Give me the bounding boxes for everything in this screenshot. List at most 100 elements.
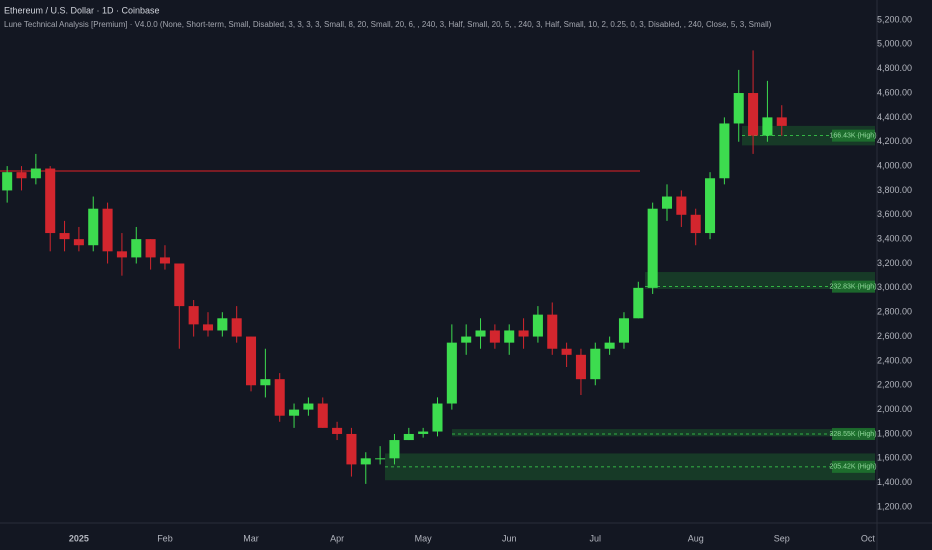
candle-body — [590, 348, 601, 380]
candle-body — [317, 403, 328, 428]
zone-label-box — [832, 280, 875, 293]
y-tick-label: 3,800.00 — [877, 185, 912, 195]
candle-body — [159, 257, 170, 264]
candle-body — [690, 214, 701, 234]
candle-body — [131, 239, 142, 258]
candle-body — [16, 172, 27, 179]
x-tick-label: Jun — [502, 533, 517, 543]
y-tick-label: 1,600.00 — [877, 453, 912, 463]
y-tick-label: 2,400.00 — [877, 355, 912, 365]
x-tick-label: May — [415, 533, 433, 543]
candle-body — [504, 330, 515, 343]
x-tick-label: Apr — [330, 533, 344, 543]
candle-body — [73, 239, 84, 246]
candle-body — [102, 208, 113, 252]
y-tick-label: 4,400.00 — [877, 112, 912, 122]
candle-body — [260, 379, 271, 386]
zone-label: 232.83K (High) — [829, 283, 876, 290]
candle-body — [30, 168, 41, 179]
x-tick-label: 2025 — [69, 533, 89, 543]
x-tick-label: Sep — [774, 533, 790, 543]
candle-body — [246, 336, 257, 386]
candle-body — [532, 314, 543, 337]
candle-body — [2, 172, 13, 191]
candle-body — [375, 458, 386, 460]
candle-body — [274, 379, 285, 416]
y-tick-label: 3,400.00 — [877, 234, 912, 244]
candle-body — [547, 314, 558, 349]
candle-body — [733, 93, 744, 124]
zone — [452, 429, 875, 437]
candle-body — [604, 342, 615, 349]
y-tick-label: 3,000.00 — [877, 282, 912, 292]
chart-title: Ethereum / U.S. Dollar · 1D · Coinbase — [4, 5, 160, 15]
zone — [645, 272, 875, 290]
y-tick-label: 4,200.00 — [877, 136, 912, 146]
candle-body — [45, 168, 56, 234]
candle-body — [461, 336, 472, 343]
zone-label-box — [832, 460, 875, 473]
candle-body — [346, 433, 357, 465]
y-tick-label: 5,000.00 — [877, 39, 912, 49]
y-tick-label: 2,200.00 — [877, 380, 912, 390]
candle-body — [303, 403, 314, 410]
y-tick-label: 5,200.00 — [877, 14, 912, 24]
x-tick-label: Mar — [243, 533, 259, 543]
candle-body — [360, 458, 371, 465]
candle-body — [661, 196, 673, 209]
x-tick-label: Aug — [688, 533, 704, 543]
candle-body — [418, 431, 429, 434]
candle-body — [145, 239, 156, 258]
indicator-label: Lune Technical Analysis [Premium] · V4.0… — [4, 20, 772, 29]
candle-body — [188, 306, 199, 325]
candle-body — [647, 208, 658, 288]
y-tick-label: 4,600.00 — [877, 87, 912, 97]
candle-body — [332, 427, 343, 434]
candle-body — [231, 318, 242, 337]
candle-body — [174, 263, 185, 307]
candle-body — [776, 117, 787, 126]
candle-body — [762, 117, 773, 136]
candle-body — [719, 123, 730, 179]
plot-area: 166.43K (High) 232.83K (High) 328.55K (Hig… — [0, 50, 877, 484]
y-tick-label: 3,600.00 — [877, 209, 912, 219]
candle-body — [217, 318, 228, 331]
y-tick-label: 4,800.00 — [877, 63, 912, 73]
y-tick-label: 1,200.00 — [877, 501, 912, 511]
candle-body — [633, 287, 644, 319]
zone-label-box — [832, 129, 875, 142]
zone-label: 205.42K (High) — [829, 464, 876, 471]
candle-body — [748, 93, 759, 136]
candle-body — [88, 208, 99, 246]
candle-body — [518, 330, 529, 337]
candle-body — [202, 324, 214, 331]
y-tick-label: 4,000.00 — [877, 160, 912, 170]
candle-body — [403, 433, 414, 441]
candle-body — [59, 233, 70, 240]
x-tick-label: Jul — [590, 533, 602, 543]
candle-body — [389, 440, 400, 459]
candle-body — [676, 196, 687, 215]
y-tick-label: 3,200.00 — [877, 258, 912, 268]
candle-body — [561, 348, 572, 355]
candle-body — [575, 354, 586, 380]
zone-label-box — [832, 427, 875, 440]
y-tick-label: 1,400.00 — [877, 477, 912, 487]
candle-body — [705, 178, 716, 234]
candle-body — [489, 330, 500, 343]
y-tick-label: 2,000.00 — [877, 404, 912, 414]
x-tick-label: Oct — [861, 533, 876, 543]
y-tick-label: 1,800.00 — [877, 428, 912, 438]
candle-body — [446, 342, 457, 404]
zone-label: 328.55K (High) — [829, 431, 876, 438]
candle-body — [289, 409, 300, 416]
candle-body — [475, 330, 486, 337]
candle-body — [432, 403, 443, 432]
x-tick-label: Feb — [157, 533, 173, 543]
y-tick-label: 2,600.00 — [877, 331, 912, 341]
zone-label: 166.43K (High) — [829, 132, 876, 139]
candle-body — [618, 318, 629, 343]
candle-body — [116, 251, 127, 258]
